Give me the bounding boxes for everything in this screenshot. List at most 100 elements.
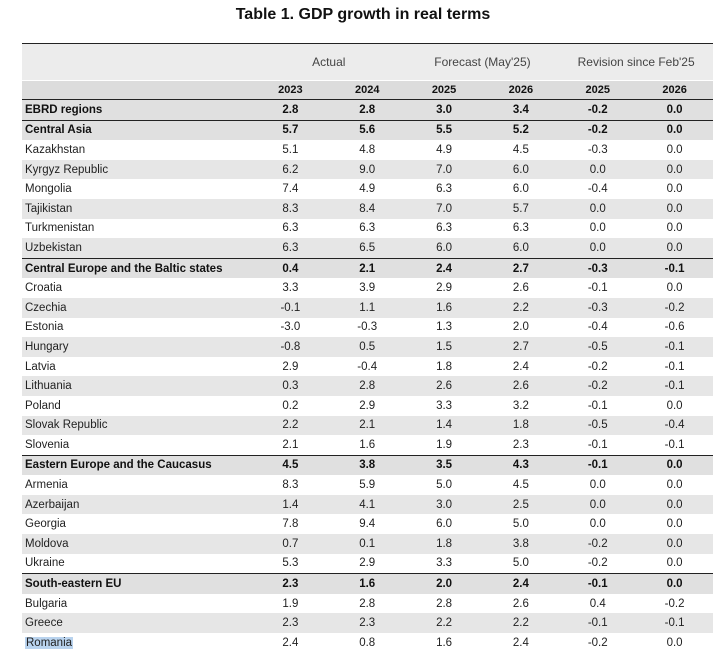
value-cell: 2.2 — [512, 617, 529, 630]
table-row: Poland 0.2 2.9 3.3 3.2 -0.1 0.0 — [22, 395, 713, 416]
country-name: Armenia — [22, 479, 252, 491]
country-name: Tajikistan — [22, 203, 252, 215]
row-label: Poland — [25, 399, 61, 412]
value-cell: 7.4 — [282, 183, 299, 196]
row-label: Estonia — [25, 321, 64, 334]
row-label: Turkmenistan — [25, 222, 95, 235]
value-cell: -0.3 — [357, 321, 378, 334]
value-cell: 2.8 — [282, 103, 299, 116]
table-row: Kazakhstan 5.1 4.8 4.9 4.5 -0.3 0.0 — [22, 140, 713, 160]
country-name: Turkmenistan — [22, 222, 252, 234]
value-cell: -0.5 — [587, 419, 608, 432]
group-actual: Actual — [312, 55, 346, 69]
value-cell: -0.1 — [587, 578, 608, 591]
table-row: Latvia 2.9 -0.4 1.8 2.4 -0.2 -0.1 — [22, 356, 713, 377]
row-label: Hungary — [25, 340, 69, 353]
value-cell: 6.3 — [282, 241, 299, 254]
table-row: Georgia 7.8 9.4 6.0 5.0 0.0 0.0 — [22, 514, 713, 535]
row-label: Croatia — [25, 282, 63, 295]
value-cell: 2.8 — [359, 380, 376, 393]
value-cell: 2.1 — [282, 438, 299, 451]
value-cell: 3.8 — [359, 459, 376, 472]
value-cell: 5.7 — [512, 202, 529, 215]
value-cell: 3.3 — [436, 399, 453, 412]
row-label: Central Europe and the Baltic states — [25, 262, 223, 275]
value-cell: 2.5 — [512, 498, 529, 511]
value-cell: 2.1 — [359, 419, 376, 432]
value-cell: -3.0 — [280, 321, 301, 334]
year-header: 2026 — [508, 84, 534, 96]
row-label: Uzbekistan — [25, 241, 82, 254]
row-label: Slovak Republic — [25, 419, 108, 432]
value-cell: 2.6 — [512, 282, 529, 295]
country-name: Czechia — [22, 302, 252, 314]
value-cell: 3.9 — [359, 282, 376, 295]
table-row: Armenia 8.3 5.9 5.0 4.5 0.0 0.0 — [22, 475, 713, 495]
value-cell: -0.1 — [664, 617, 685, 630]
group-forecast: Forecast (May'25) — [434, 55, 531, 69]
row-label: Ukraine — [25, 557, 65, 570]
value-cell: 1.5 — [436, 340, 453, 353]
gdp-table: Actual Forecast (May'25) Revision since … — [22, 43, 713, 653]
value-cell: -0.2 — [587, 557, 608, 570]
value-cell: 0.0 — [666, 163, 683, 176]
value-cell: 8.4 — [359, 202, 376, 215]
value-cell: 2.7 — [512, 340, 529, 353]
year-header-row: 2023 2024 2025 2026 2025 2026 — [22, 80, 713, 99]
value-cell: 1.6 — [436, 301, 453, 314]
value-cell: 2.4 — [512, 360, 529, 373]
value-cell: 0.0 — [666, 557, 683, 570]
year-header: 2025 — [431, 84, 457, 96]
value-cell: 2.2 — [282, 419, 299, 432]
row-label[interactable]: Romania — [25, 636, 74, 649]
country-name: Uzbekistan — [22, 242, 252, 254]
table-row: Hungary -0.8 0.5 1.5 2.7 -0.5 -0.1 — [22, 337, 713, 357]
value-cell: 5.3 — [282, 557, 299, 570]
value-cell: 5.5 — [436, 124, 453, 137]
table-row: Lithuania 0.3 2.8 2.6 2.6 -0.2 -0.1 — [22, 376, 713, 396]
value-cell: -0.3 — [587, 301, 608, 314]
table-row: Croatia 3.3 3.9 2.9 2.6 -0.1 0.0 — [22, 278, 713, 298]
row-label: Central Asia — [25, 124, 92, 137]
value-cell: 0.5 — [359, 340, 376, 353]
value-cell: 0.0 — [666, 183, 683, 196]
region-name: EBRD regions — [22, 104, 252, 116]
value-cell: 2.3 — [512, 438, 529, 451]
value-cell: 0.3 — [282, 380, 299, 393]
value-cell: 2.6 — [512, 380, 529, 393]
value-cell: -0.2 — [587, 360, 608, 373]
country-name: Ukraine — [22, 557, 252, 569]
table-title: Table 1. GDP growth in real terms — [235, 6, 491, 23]
value-cell: 0.8 — [359, 636, 376, 649]
value-cell: -0.4 — [357, 360, 378, 373]
row-label: Armenia — [25, 479, 68, 492]
value-cell: 0.1 — [359, 537, 376, 550]
value-cell: 5.7 — [282, 124, 299, 137]
table-row: Ukraine 5.3 2.9 3.3 5.0 -0.2 0.0 — [22, 553, 713, 574]
value-cell: 5.1 — [282, 143, 299, 156]
value-cell: 1.4 — [282, 498, 299, 511]
value-cell: 1.8 — [436, 537, 453, 550]
value-cell: -0.4 — [587, 183, 608, 196]
value-cell: 0.0 — [666, 479, 683, 492]
value-cell: 6.0 — [512, 183, 529, 196]
country-name: Croatia — [22, 282, 252, 294]
value-cell: 8.3 — [282, 479, 299, 492]
country-name: Lithuania — [22, 380, 252, 392]
value-cell: 2.8 — [436, 597, 453, 610]
value-cell: 1.8 — [436, 360, 453, 373]
region-row: Central Asia 5.7 5.6 5.5 5.2 -0.2 0.0 — [22, 119, 713, 141]
row-label: Kazakhstan — [25, 143, 86, 156]
value-cell: 1.9 — [436, 438, 453, 451]
value-cell: 2.9 — [436, 282, 453, 295]
value-cell: 0.0 — [666, 636, 683, 649]
value-cell: 3.3 — [282, 282, 299, 295]
value-cell: 4.9 — [436, 143, 453, 156]
value-cell: 6.3 — [359, 222, 376, 235]
year-header: 2024 — [354, 84, 380, 96]
value-cell: 5.2 — [512, 124, 529, 137]
value-cell: 1.1 — [359, 301, 376, 314]
country-name: Latvia — [22, 361, 252, 373]
value-cell: 6.3 — [436, 183, 453, 196]
value-cell: -0.1 — [664, 262, 685, 275]
